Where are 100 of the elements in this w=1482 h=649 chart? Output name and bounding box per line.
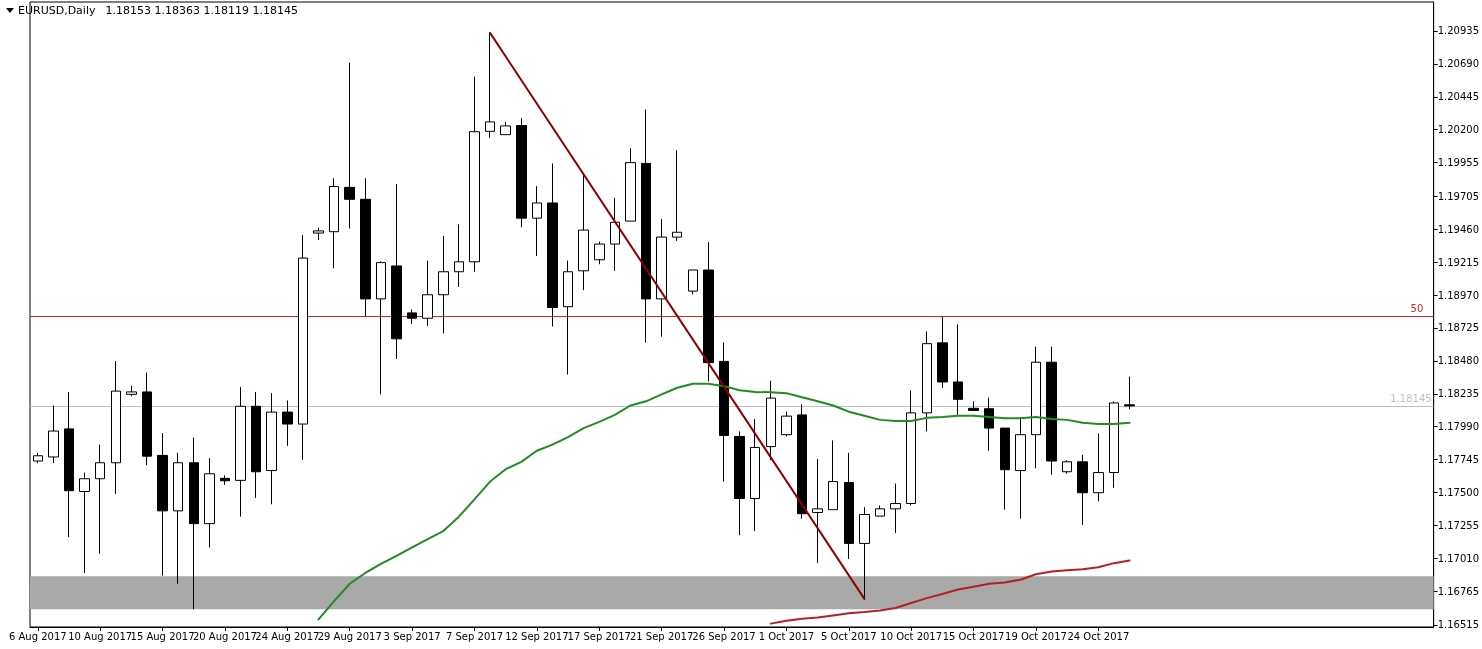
candlestick: [407, 309, 417, 325]
candlestick: [563, 260, 573, 376]
candlestick: [95, 444, 105, 555]
candlestick: [937, 316, 948, 389]
candlestick: [157, 432, 168, 577]
x-tick-label: 6 Aug 2017: [8, 630, 67, 642]
candlestick: [953, 323, 963, 416]
candlestick: [126, 385, 137, 397]
candlestick: [469, 76, 480, 273]
candlestick: [547, 162, 558, 327]
candlestick: [376, 260, 386, 395]
candlestick: [360, 177, 371, 317]
y-tick-label: 1.19705: [1437, 190, 1480, 202]
x-tick-label: 29 Aug 2017: [317, 630, 382, 642]
candlestick: [422, 260, 433, 327]
y-tick-label: 1.18235: [1437, 388, 1480, 400]
candlestick: [703, 241, 714, 383]
y-tick-label: 1.20690: [1437, 58, 1480, 70]
candlestick: [828, 439, 838, 511]
candlestick: [204, 457, 215, 548]
candlestick: [812, 458, 823, 564]
x-tick-label: 5 Oct 2017: [821, 630, 877, 642]
candlestick: [656, 218, 667, 338]
candlestick: [750, 418, 760, 532]
y-tick-label: 1.16515: [1437, 619, 1480, 631]
candlestick: [1124, 376, 1135, 410]
y-tick-label: 1.17990: [1437, 421, 1480, 433]
candlestick: [906, 389, 916, 506]
ref-line-label: 1.18145: [1390, 393, 1432, 405]
candlestick: [594, 241, 605, 265]
x-tick-label: 15 Oct 2017: [942, 630, 1005, 642]
candlestick: [344, 62, 355, 229]
candlestick: [1046, 346, 1057, 476]
x-tick-label: 7 Sep 2017: [445, 630, 503, 642]
candlestick: [189, 437, 199, 610]
candlestick: [485, 32, 495, 139]
line-series: [317, 382, 1131, 621]
candlestick: [641, 109, 651, 343]
y-tick-label: 1.18725: [1437, 322, 1480, 334]
y-tick-label: 1.17010: [1437, 552, 1480, 564]
x-tick-label: 1 Oct 2017: [758, 630, 815, 642]
annotation: 50: [1410, 303, 1424, 315]
candlestick: [500, 121, 511, 136]
candlestick: [298, 234, 308, 461]
candlestick: [251, 391, 261, 499]
candlestick: [532, 185, 542, 257]
x-tick-label: 10 Oct 2017: [880, 630, 943, 642]
candlestick: [173, 452, 183, 585]
candlestick: [220, 474, 230, 486]
y-tick-label: 1.16765: [1437, 585, 1480, 597]
candlestick: [922, 330, 932, 432]
x-tick-label: 17 Sep 2017: [567, 630, 631, 642]
y-tick-label: 1.20200: [1437, 124, 1480, 136]
candlestick: [1093, 432, 1104, 502]
x-tick-label: 10 Aug 2017: [68, 630, 133, 642]
chart-title: EURUSD,Daily: [18, 4, 96, 17]
x-tick-label: 12 Sep 2017: [505, 630, 569, 642]
x-tick-label: 15 Aug 2017: [130, 630, 195, 642]
candlestick: [1077, 454, 1088, 526]
candlestick: [1015, 416, 1026, 520]
candlestick: [968, 400, 979, 411]
x-tick-label: 19 Oct 2017: [1005, 630, 1067, 642]
y-tick-label: 1.20445: [1437, 91, 1480, 103]
candlestick: [890, 483, 901, 534]
candlestick: [79, 472, 90, 574]
candlestick: [33, 452, 43, 464]
candlestick: [1000, 427, 1010, 511]
x-tick-label: 26 Sep 2017: [692, 630, 756, 642]
y-tick-label: 1.19215: [1437, 256, 1480, 268]
candlestick: [1109, 400, 1119, 489]
x-tick-label: 3 Sep 2017: [383, 630, 441, 642]
candlestick: [610, 197, 620, 272]
candlestick: [516, 117, 527, 228]
candlestick: [235, 386, 246, 518]
x-tick-label: 24 Aug 2017: [255, 630, 320, 642]
candlestick: [64, 391, 74, 538]
candlestick: [766, 380, 776, 461]
line-series: [769, 559, 1131, 625]
y-tick-label: 1.19955: [1437, 157, 1480, 169]
y-tick-label: 1.18480: [1437, 355, 1480, 367]
candlestick: [454, 223, 464, 288]
candlestick: [797, 403, 807, 520]
candlestick: [578, 173, 589, 291]
chart-subtitle: 1.18153 1.18363 1.18119 1.18145: [105, 4, 298, 17]
candlestick: [859, 506, 870, 600]
x-tick-label: 21 Sep 2017: [629, 630, 694, 642]
x-tick-label: 24 Oct 2017: [1067, 630, 1130, 642]
candlestick: [142, 372, 152, 466]
candlestick: [719, 341, 729, 483]
candlestick: [438, 235, 449, 334]
candlestick: [734, 430, 745, 536]
candlestick: [781, 411, 792, 437]
candlestick: [48, 404, 59, 464]
candlestick: [313, 227, 324, 241]
y-tick-label: 1.19460: [1437, 223, 1480, 235]
candlestick: [672, 149, 682, 242]
candlestick: [984, 397, 994, 452]
candlestick: [111, 360, 121, 495]
candlestick: [266, 392, 277, 505]
y-tick-label: 1.18970: [1437, 289, 1480, 301]
